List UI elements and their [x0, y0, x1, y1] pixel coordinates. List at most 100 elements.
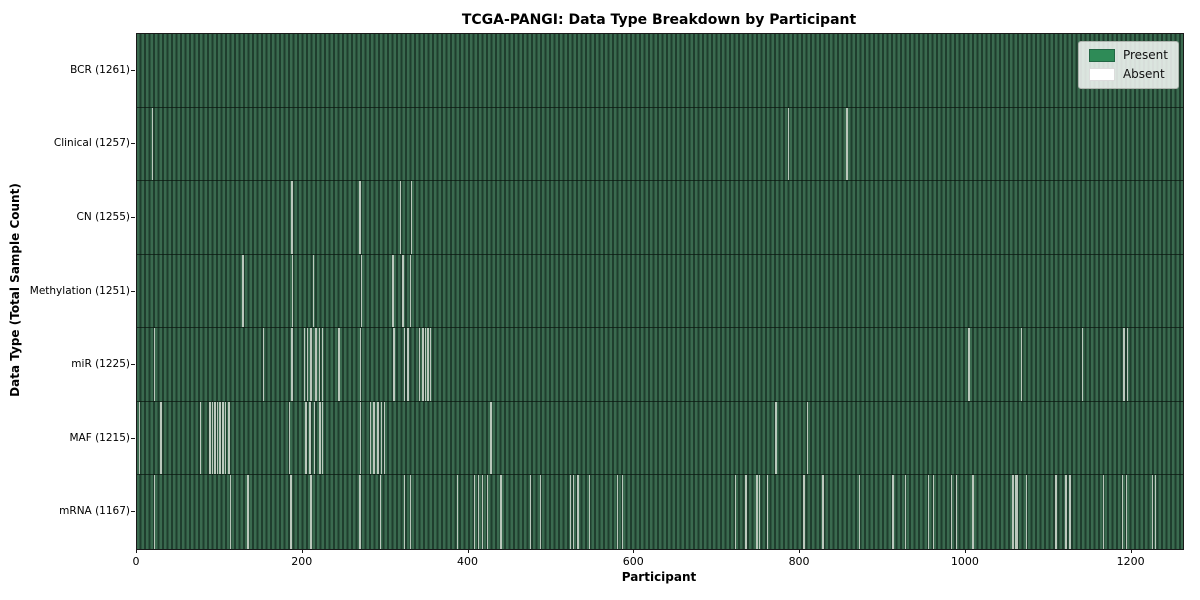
absent-line	[160, 401, 162, 475]
x-tick-label: 600	[622, 555, 644, 568]
absent-line	[456, 475, 459, 549]
absent-line	[402, 254, 404, 328]
absent-line	[477, 475, 480, 549]
absent-line	[787, 107, 790, 181]
absent-line	[359, 475, 361, 549]
absent-line	[932, 475, 935, 549]
absent-line	[588, 475, 591, 549]
absent-line	[1125, 475, 1128, 549]
absent-line	[153, 475, 156, 549]
absent-line	[1020, 328, 1023, 401]
matrix-row-CN	[137, 181, 1183, 255]
absent-line	[318, 328, 321, 401]
absent-line	[291, 328, 293, 401]
absent-line	[262, 328, 265, 401]
absent-line	[303, 328, 306, 401]
legend-entry-present: Present	[1088, 49, 1168, 62]
present-swatch	[1088, 49, 1115, 62]
absent-line	[359, 181, 361, 254]
x-tick-label: 800	[788, 555, 810, 568]
absent-line	[429, 328, 432, 401]
y-tick-label: MAF (1215)	[69, 431, 130, 444]
absent-line	[151, 107, 154, 181]
y-tick-mark	[131, 216, 135, 218]
absent-line	[379, 475, 382, 549]
absent-line	[359, 328, 362, 401]
absent-line	[486, 475, 489, 549]
absent-line	[313, 401, 316, 475]
x-tick-mark	[964, 549, 966, 553]
absent-line	[228, 401, 230, 475]
absent-line	[473, 475, 475, 549]
absent-line	[306, 328, 309, 401]
absent-line	[199, 401, 202, 475]
absent-line	[955, 475, 958, 549]
absent-line	[291, 254, 294, 328]
absent-line	[1151, 475, 1153, 549]
absent-line	[418, 328, 421, 401]
absent-line	[403, 475, 406, 549]
absent-line	[904, 475, 906, 549]
absent-line	[1055, 475, 1057, 549]
absent-line	[968, 328, 970, 401]
absent-line	[806, 401, 809, 475]
absent-line	[310, 475, 312, 549]
absent-line	[288, 401, 291, 475]
legend-entry-absent: Absent	[1088, 67, 1168, 81]
absent-line	[410, 181, 413, 254]
x-tick-mark	[301, 549, 303, 553]
absent-line	[359, 401, 362, 475]
absent-line	[1069, 475, 1071, 549]
absent-line	[377, 401, 379, 475]
x-tick-label: 200	[291, 555, 313, 568]
absent-line	[621, 475, 624, 549]
absent-line	[745, 475, 747, 549]
absent-line	[756, 475, 758, 549]
y-tick-label: miR (1225)	[71, 358, 130, 371]
x-tick-mark	[467, 549, 469, 553]
absent-line	[222, 401, 224, 475]
matrix-row-mRNA	[137, 475, 1183, 549]
absent-line	[242, 254, 244, 328]
absent-line	[290, 475, 292, 549]
x-tick-label: 400	[457, 555, 479, 568]
absent-line	[338, 328, 340, 401]
absent-line	[369, 401, 372, 475]
absent-line	[409, 475, 412, 549]
absent-line	[972, 475, 974, 549]
absent-line	[310, 328, 312, 401]
absent-line	[539, 475, 542, 549]
absent-line	[803, 475, 805, 549]
matrix-row-MAF	[137, 401, 1183, 476]
y-tick-mark	[131, 511, 135, 513]
absent-line	[846, 107, 848, 181]
absent-line	[758, 475, 761, 549]
absent-line	[319, 401, 321, 475]
absent-line	[422, 328, 424, 401]
y-tick-label: CN (1255)	[76, 210, 130, 223]
absent-line	[1014, 475, 1017, 549]
absent-line	[1081, 328, 1084, 401]
legend: Present Absent	[1077, 41, 1179, 89]
legend-label-absent: Absent	[1122, 67, 1165, 81]
y-tick-mark	[131, 143, 135, 145]
absent-line	[373, 401, 375, 475]
absent-line	[1154, 475, 1157, 549]
absent-line	[529, 475, 532, 549]
absent-line	[1065, 475, 1067, 549]
matrix-row-Methylation	[137, 254, 1183, 329]
x-tick-mark	[799, 549, 801, 553]
y-tick-mark	[131, 437, 135, 439]
y-tick-label: mRNA (1167)	[59, 505, 130, 518]
absent-line	[569, 475, 572, 549]
y-tick-label: BCR (1261)	[70, 63, 130, 76]
absent-line	[734, 475, 737, 549]
absent-line	[291, 181, 293, 254]
y-axis-label: Data Type (Total Sample Count)	[8, 183, 22, 397]
y-tick-label: Methylation (1251)	[29, 284, 130, 297]
chart-title: TCGA-PANGI: Data Type Breakdown by Parti…	[461, 12, 857, 28]
absent-line	[409, 254, 412, 328]
x-axis-label: Participant	[621, 570, 697, 584]
absent-line	[216, 401, 219, 475]
